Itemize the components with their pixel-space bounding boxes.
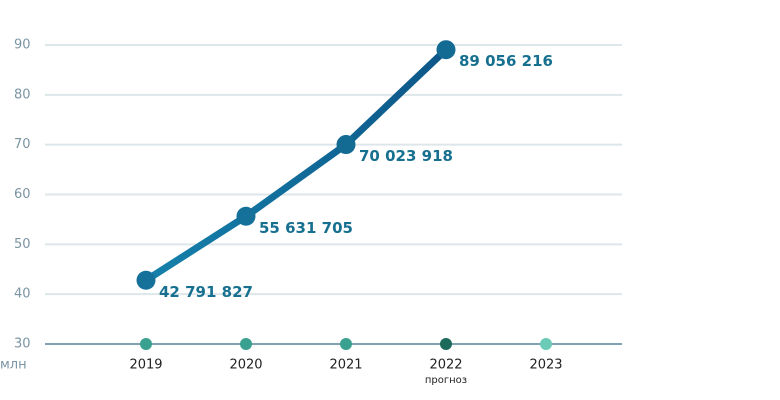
- value-label: 55 631 705: [259, 219, 353, 237]
- value-label: 70 023 918: [359, 147, 453, 165]
- axis-dot: [340, 338, 352, 350]
- y-tick-label: 40: [14, 287, 31, 302]
- y-unit: млн: [0, 358, 27, 373]
- x-tick-label: 2020: [229, 358, 262, 373]
- category-note: прогноз: [425, 375, 467, 386]
- value-label: 42 791 827: [159, 283, 253, 301]
- x-tick-label: 2019: [129, 358, 162, 373]
- y-tick-label: 50: [14, 237, 31, 252]
- value-label: 89 056 216: [459, 52, 553, 70]
- point: [336, 135, 356, 155]
- axis-dot: [140, 338, 152, 350]
- point: [236, 206, 256, 226]
- y-tick-label: 30: [14, 337, 31, 352]
- axis-dot: [240, 338, 252, 350]
- x-tick-label: 2022: [429, 358, 462, 373]
- y-tick-label: 70: [14, 137, 31, 152]
- y-tick-label: 80: [14, 87, 31, 102]
- x-tick-label: 2023: [529, 358, 562, 373]
- point: [436, 40, 456, 60]
- axis-dot: [440, 338, 452, 350]
- point: [136, 270, 156, 290]
- x-tick-label: 2021: [329, 358, 362, 373]
- line: [142, 46, 450, 284]
- axis-dot: [540, 338, 552, 350]
- y-tick-label: 90: [14, 38, 31, 53]
- y-tick-label: 60: [14, 187, 31, 202]
